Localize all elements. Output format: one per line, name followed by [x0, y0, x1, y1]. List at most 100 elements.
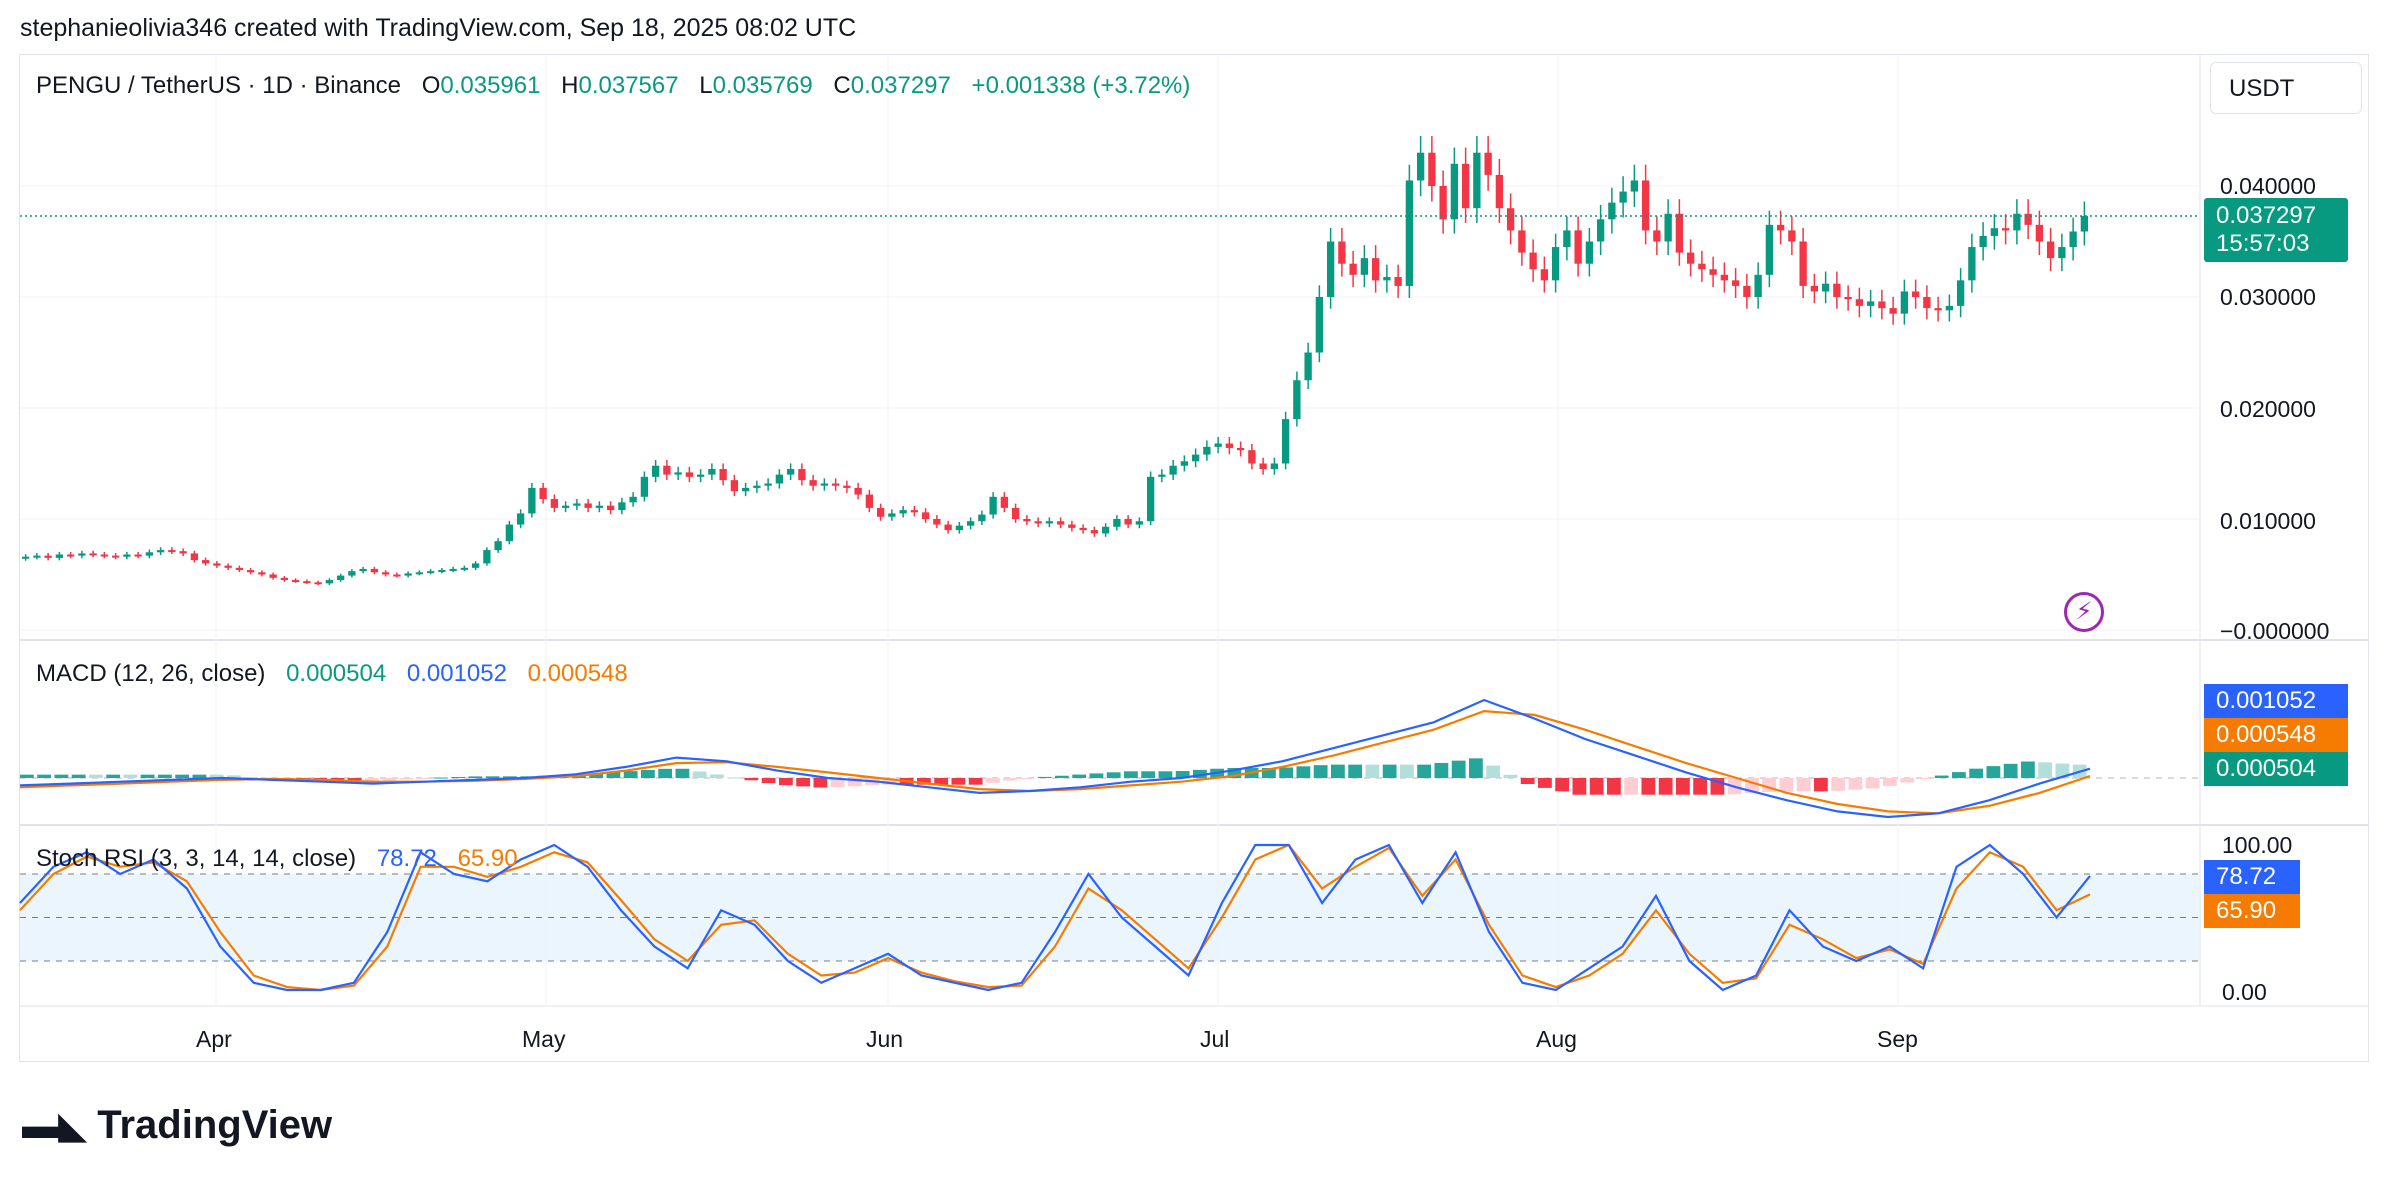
- candle-body: [561, 505, 570, 508]
- price-tick: 0.010000: [2220, 508, 2316, 534]
- macd-line: [19, 698, 2091, 819]
- candle-body: [1664, 213, 1672, 242]
- candle-body: [370, 568, 379, 573]
- candle-body: [494, 541, 502, 551]
- candle-body: [1203, 446, 1211, 455]
- macd-histogram-bar: [140, 774, 155, 778]
- candle-body: [415, 572, 424, 575]
- macd-histogram-bar: [1520, 778, 1535, 785]
- candle-body: [1461, 163, 1470, 209]
- candle-body: [1619, 191, 1627, 203]
- candle-body: [1968, 247, 1976, 281]
- time-tick: May: [522, 1026, 566, 1052]
- candle-body: [303, 581, 311, 584]
- time-tick: Jul: [1200, 1026, 1230, 1052]
- candle-body: [640, 476, 649, 497]
- macd-histogram-bar: [1865, 778, 1880, 789]
- last-price-badge: 0.037297 15:57:03: [2204, 198, 2348, 262]
- candle-body: [809, 480, 817, 486]
- high-value: 0.037567: [578, 72, 679, 99]
- macd-histogram-bar: [2003, 763, 2018, 778]
- candle-body: [1146, 476, 1155, 522]
- macd-histogram-bar: [123, 774, 138, 778]
- candle-body: [1754, 274, 1762, 297]
- candle-body: [528, 487, 536, 514]
- candle-body: [168, 550, 176, 553]
- price-tick: −0.000000: [2220, 618, 2330, 644]
- candle-body: [1540, 269, 1549, 281]
- candle-body: [1158, 474, 1166, 477]
- candle-body: [246, 570, 255, 573]
- candle-body: [1743, 285, 1751, 297]
- candle-body: [1551, 247, 1560, 281]
- stoch-d-value: 65.90: [457, 845, 518, 872]
- candle-body: [393, 574, 401, 577]
- macd-histogram-bar: [1486, 765, 1501, 778]
- macd-histogram-bar: [986, 778, 1000, 783]
- lightning-icon[interactable]: ⚡: [2064, 592, 2104, 632]
- candle-body: [1900, 291, 1909, 314]
- chart-frame[interactable]: [19, 54, 2369, 1062]
- candle-body: [1349, 263, 1357, 275]
- candle-body: [348, 571, 356, 576]
- candle-body: [966, 521, 975, 526]
- candle-body: [2024, 213, 2032, 225]
- candle-body: [730, 480, 739, 492]
- close-value: 0.037297: [850, 72, 951, 99]
- candle-body: [1945, 305, 1954, 311]
- macd-histogram-bar: [606, 772, 621, 778]
- candle-body: [213, 563, 221, 566]
- macd-histogram-value: 0.000504: [286, 660, 387, 687]
- macd-histogram-bar: [727, 777, 742, 779]
- stoch-d-badge: 65.90: [2204, 894, 2300, 928]
- candle-body: [595, 505, 604, 508]
- macd-signal-badge: 0.000548: [2204, 718, 2348, 752]
- candle-body: [1236, 447, 1245, 451]
- candle-body: [786, 469, 795, 475]
- symbol-title[interactable]: PENGU / TetherUS · 1D · Binance: [36, 72, 402, 99]
- countdown-timer: 15:57:03: [2216, 230, 2310, 257]
- macd-histogram-bar: [1641, 778, 1656, 795]
- macd-histogram-bar: [779, 778, 793, 786]
- price-tick: 0.020000: [2220, 396, 2316, 422]
- macd-signal-value: 0.000548: [527, 660, 628, 687]
- macd-histogram-bar: [399, 778, 414, 780]
- candle-body: [269, 574, 277, 578]
- macd-histogram-bar: [675, 768, 690, 778]
- macd-histogram-bar: [1658, 778, 1673, 795]
- macd-histogram-bar: [951, 778, 966, 785]
- candle-body: [1169, 465, 1177, 475]
- candle-body: [1709, 269, 1717, 275]
- macd-histogram-bar: [1348, 764, 1363, 778]
- candle-body: [1776, 224, 1785, 231]
- candle-body: [78, 553, 86, 556]
- macd-histogram-bar: [1607, 778, 1621, 795]
- macd-histogram-bar: [1693, 778, 1708, 795]
- candle-body: [1833, 283, 1841, 297]
- stoch-tick: 0.00: [2222, 979, 2267, 1005]
- candle-body: [1214, 443, 1222, 447]
- macd-histogram-bar: [1917, 778, 1932, 780]
- tradingview-logo[interactable]: ▬◣ TradingView: [22, 1100, 332, 1150]
- macd-histogram-bar: [830, 778, 845, 788]
- candle-body: [1799, 241, 1807, 286]
- macd-histogram-bar: [1814, 778, 1828, 792]
- currency-button[interactable]: USDT: [2210, 62, 2362, 114]
- macd-histogram-bar: [416, 778, 431, 779]
- candle-body: [539, 487, 547, 500]
- macd-histogram-bar: [485, 776, 500, 778]
- candle-body: [258, 572, 266, 575]
- candle-body: [2013, 213, 2021, 231]
- candle-body: [1034, 521, 1042, 524]
- macd-histogram-bar: [175, 774, 190, 778]
- macd-title[interactable]: MACD (12, 26, close): [36, 660, 266, 687]
- candle-body: [1698, 263, 1706, 270]
- stoch-rsi-title[interactable]: Stoch RSI (3, 3, 14, 14, close): [36, 845, 357, 872]
- macd-histogram-bar: [347, 778, 362, 782]
- candle-body: [573, 503, 581, 506]
- macd-histogram-bar: [1624, 778, 1639, 795]
- candle-body: [1360, 258, 1369, 275]
- candle-body: [1079, 527, 1087, 531]
- macd-histogram-bar: [227, 775, 241, 778]
